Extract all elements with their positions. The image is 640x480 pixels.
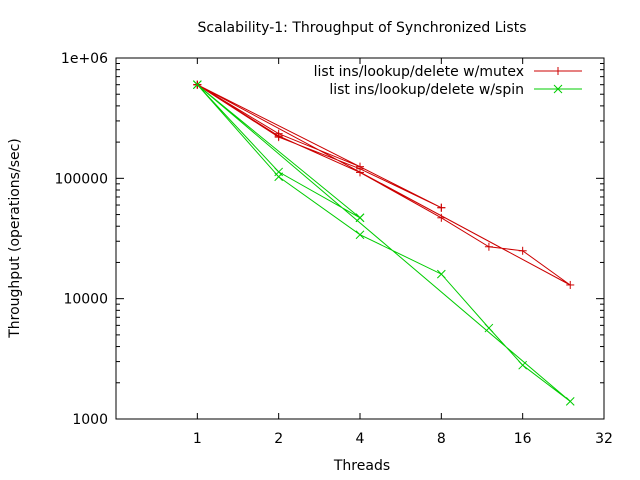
y-tick-label: 100000 [55,171,108,187]
data-point [566,280,575,289]
x-axis-label: Threads [333,458,390,474]
x-tick-label: 4 [356,431,365,447]
data-point [274,133,283,142]
legend-label: list ins/lookup/delete w/spin [329,82,524,98]
chart-title: Scalability-1: Throughput of Synchronize… [197,20,526,36]
series-spin [192,80,575,406]
legend-label: list ins/lookup/delete w/mutex [314,64,524,80]
data-point [192,80,202,90]
x-tick-label: 16 [514,431,532,447]
x-axis: 1 2 4 8 16 32 [193,58,613,447]
x-tick-label: 8 [437,431,446,447]
data-point [355,213,365,223]
data-point [356,164,364,173]
series-line [196,84,571,402]
data-point [484,323,494,333]
data-point [437,203,446,212]
data-point [355,230,365,240]
x-tick-label: 32 [595,431,613,447]
y-tick-label: 10000 [63,292,108,308]
series-layer [192,80,575,406]
y-tick-label: 1000 [72,412,108,428]
y-axis: 1000 10000 100000 1e+06 [55,51,604,428]
series-mutex [193,80,575,289]
data-point [565,397,575,406]
series-line [197,84,571,286]
plot-frame [115,57,605,420]
x-tick-label: 1 [193,431,202,447]
data-point [518,360,528,370]
data-point [274,167,284,177]
data-point [518,246,527,255]
y-tick-label: 1e+06 [61,51,108,67]
data-point [437,213,446,222]
data-point [274,172,284,182]
x-tick-label: 2 [274,431,283,447]
data-point [436,269,446,279]
legend-marker [553,84,563,94]
legend: list ins/lookup/delete w/mutex list ins/l… [314,64,582,98]
legend-marker [554,67,562,75]
data-point [484,242,493,251]
y-axis-label: Throughput (operations/sec) [7,138,23,339]
